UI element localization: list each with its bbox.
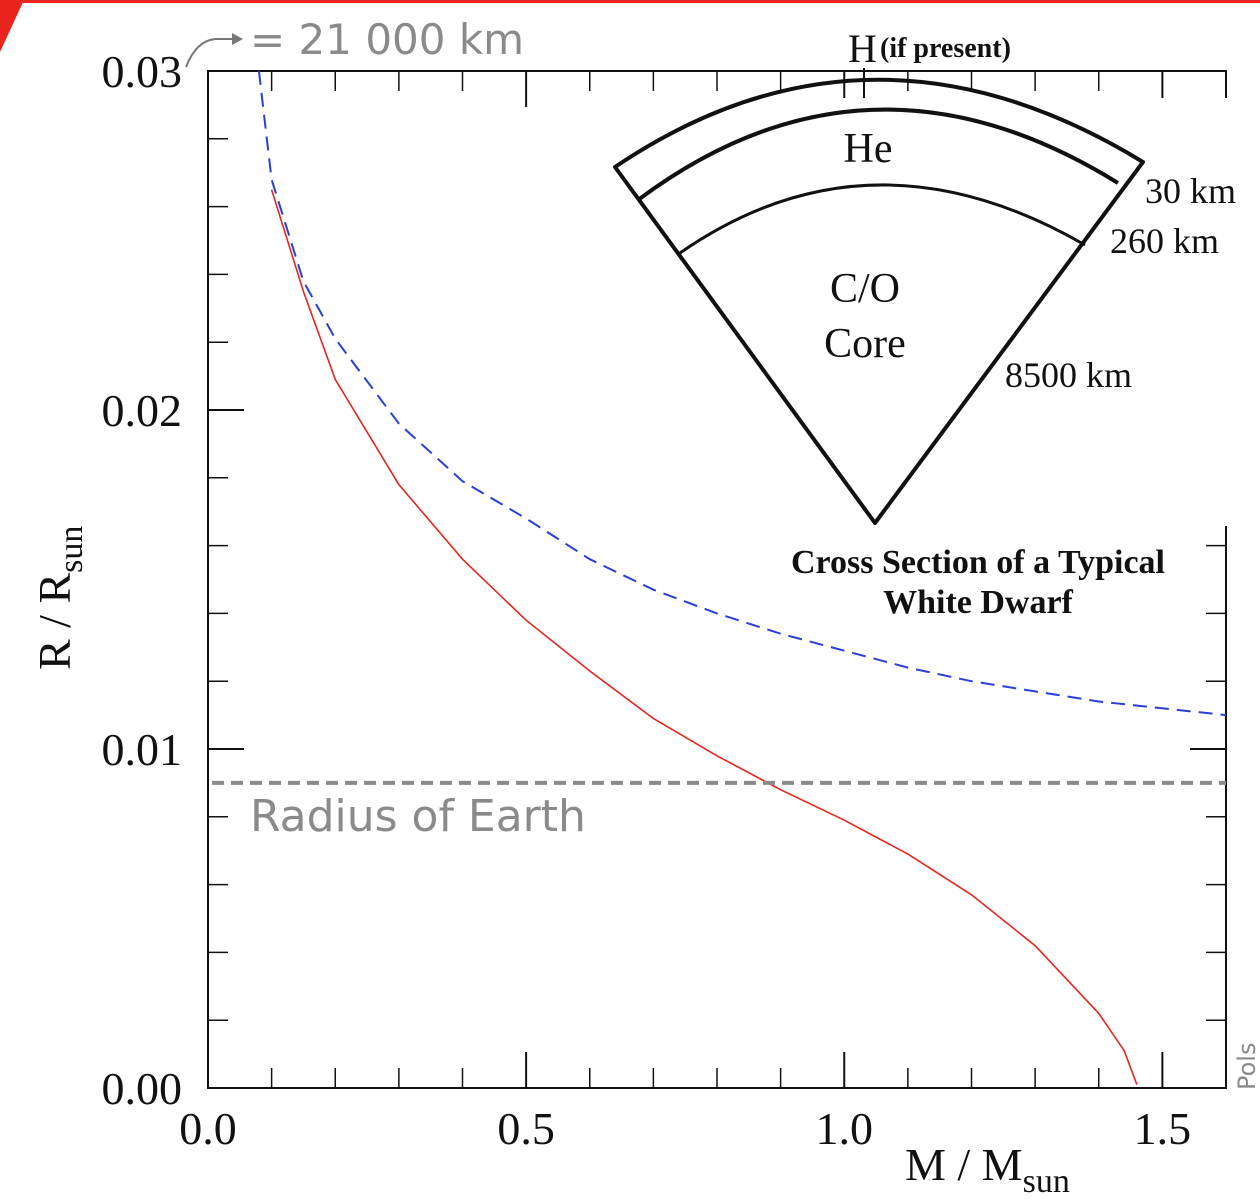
corner-mark	[0, 0, 24, 52]
annotation-arrow	[185, 38, 235, 68]
inset-label: H	[848, 26, 877, 71]
curve	[270, 189, 1138, 1085]
x-tick-label: 0.5	[497, 1103, 555, 1154]
x-tick-label: 1.0	[816, 1103, 874, 1154]
inset-label: (if present)	[880, 33, 1011, 64]
y-tick-label: 0.03	[102, 46, 183, 97]
y-tick-label: 0.00	[102, 1063, 183, 1114]
x-axis-label: M / Msun	[905, 1139, 1070, 1199]
y-tick-label: 0.01	[102, 724, 183, 775]
inset-label: C/O	[830, 266, 900, 312]
y-tick-label: 0.02	[102, 385, 183, 436]
y-axis-label-sub: sun	[53, 526, 90, 573]
plot-area	[207, 70, 1227, 1089]
earth-radius-label: Radius of Earth	[250, 791, 586, 842]
x-axis-label-sub: sun	[1023, 1163, 1070, 1199]
inset-caption: White Dwarf	[883, 584, 1073, 621]
wedge-outline	[613, 77, 1145, 525]
annotation-arrowhead	[232, 33, 243, 45]
core-boundary	[679, 183, 1086, 255]
inset-label: He	[844, 126, 893, 172]
he-boundary	[636, 107, 1120, 202]
top-bar	[0, 0, 1260, 3]
curve	[257, 70, 1227, 717]
inset-label: 30 km	[1145, 171, 1236, 211]
x-axis-label-main: M / M	[905, 1139, 1023, 1190]
x-tick-label: 0.0	[179, 1103, 237, 1154]
credit: Pols	[1233, 1043, 1260, 1090]
inset-label: 8500 km	[1005, 355, 1132, 395]
inset-label: 260 km	[1110, 221, 1219, 261]
x-tick-label: 1.5	[1134, 1103, 1192, 1154]
inset-label: Core	[824, 321, 906, 367]
inset-caption: Cross Section of a Typical	[791, 544, 1165, 581]
annotation: = 21 000 km	[250, 15, 524, 64]
inset-diagram: H (if present) He C/O Core 30 km 260 km …	[595, 26, 1260, 621]
y-axis-label-main: R / R	[29, 573, 80, 670]
overlay: 0.0 0.5 1.0 1.5 0.00 0.01 0.02 0.03 Radius of Ea…	[29, 15, 1260, 1199]
y-axis-label: R / Rsun	[29, 526, 90, 670]
